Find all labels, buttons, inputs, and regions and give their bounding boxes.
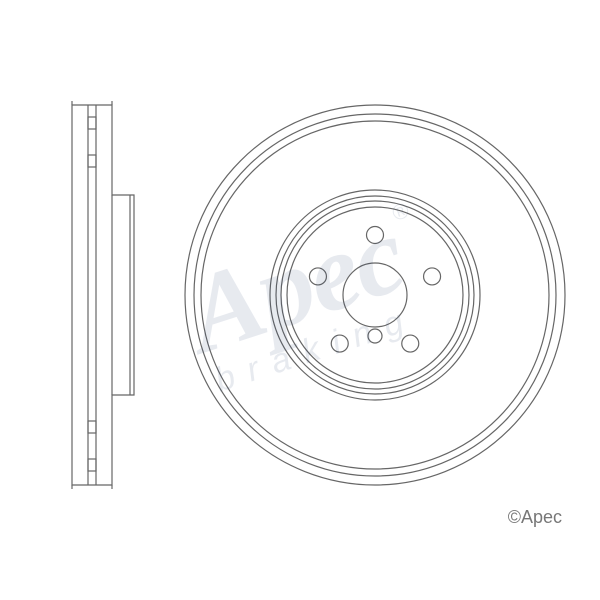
- disc-side-view: [72, 101, 134, 489]
- copyright-text: ©Apec: [508, 507, 562, 528]
- disc-front-view: [185, 105, 565, 485]
